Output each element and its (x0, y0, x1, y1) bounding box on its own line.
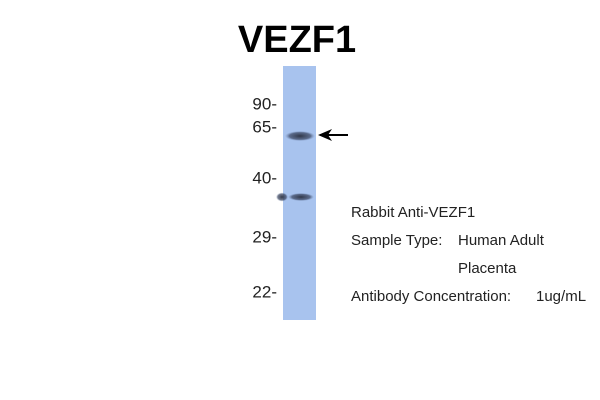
concentration-label: Antibody Concentration: (351, 288, 511, 305)
marker-label: 65- (252, 117, 277, 136)
antibody: Rabbit Anti-VEZF1 (351, 204, 475, 221)
band (276, 192, 288, 202)
arrow (318, 129, 348, 141)
band (285, 131, 315, 141)
lane (283, 66, 316, 320)
sample-value: Human Adult (458, 232, 545, 249)
marker-label: 29- (252, 227, 277, 246)
band (288, 193, 314, 201)
marker-label: 22- (252, 282, 277, 301)
sample-label: Sample Type: (351, 232, 442, 249)
title: VEZF1 (238, 19, 356, 61)
marker-label: 40- (252, 168, 277, 187)
marker-label: 90- (252, 94, 277, 113)
concentration-value: 1ug/mL (536, 288, 586, 305)
sample-value: Placenta (458, 260, 517, 277)
